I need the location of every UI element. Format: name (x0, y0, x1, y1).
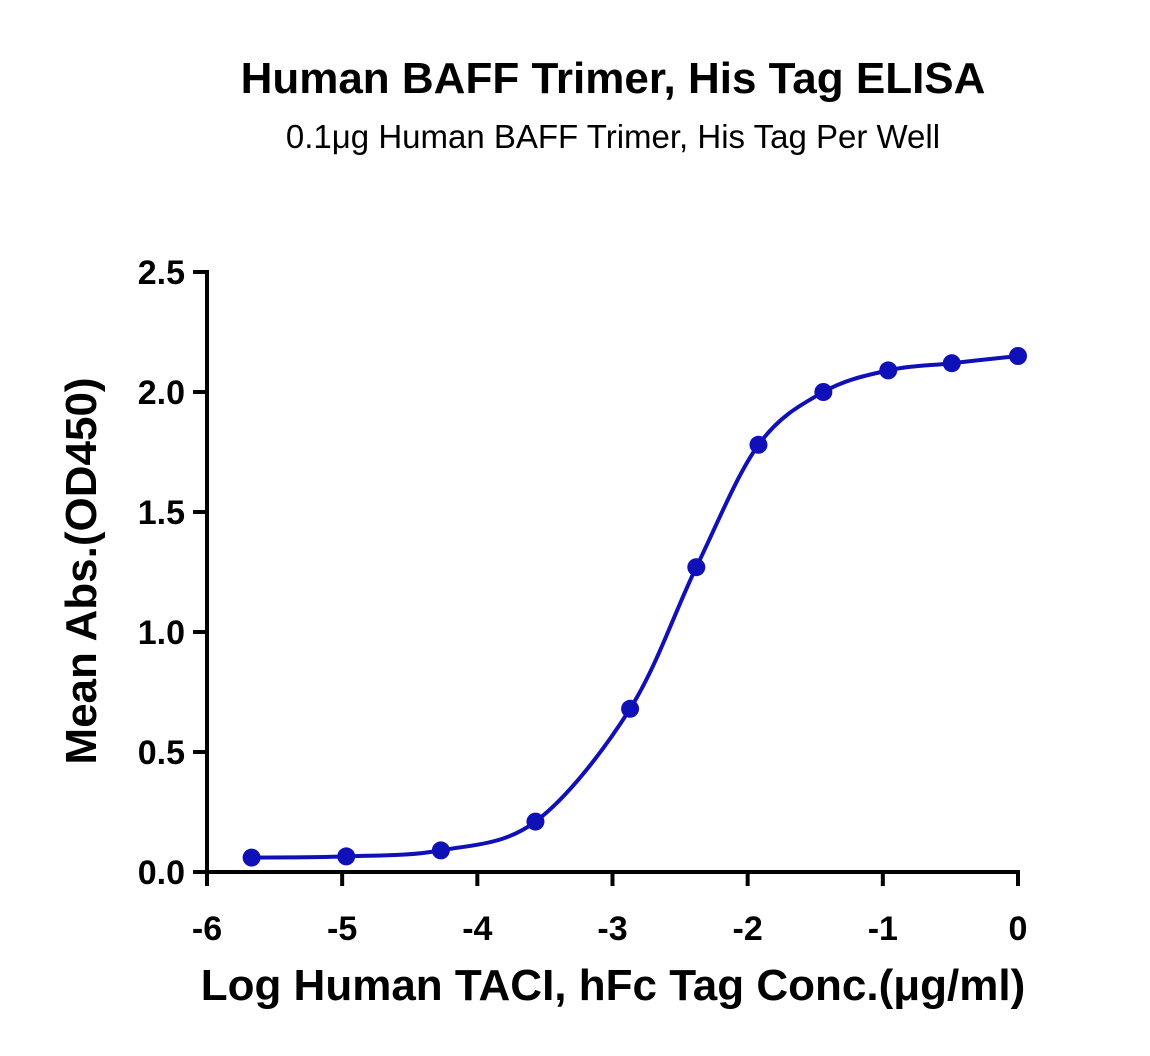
data-point (942, 354, 961, 373)
x-tick-label: -3 (597, 910, 627, 948)
chart-title: Human BAFF Trimer, His Tag ELISA (241, 54, 986, 103)
data-point (749, 435, 768, 454)
y-tick-label: 0.0 (138, 854, 185, 892)
x-ticks: -6 -5 -4 -3 -2 -1 0 (192, 872, 1028, 948)
y-axis-title: Mean Abs.(OD450) (57, 377, 106, 764)
x-axis-title: Log Human TACI, hFc Tag Conc.(μg/ml) (201, 961, 1026, 1010)
x-tick-label: -4 (462, 910, 492, 948)
y-tick-label: 2.0 (138, 374, 185, 412)
x-tick-label: -2 (733, 910, 763, 948)
data-point (242, 848, 261, 867)
y-tick-label: 1.5 (138, 494, 185, 532)
chart-subtitle: 0.1μg Human BAFF Trimer, His Tag Per Wel… (286, 118, 940, 155)
y-tick-label: 0.5 (138, 734, 185, 772)
y-ticks: 0.0 0.5 1.0 1.5 2.0 2.5 (138, 254, 207, 892)
data-point (687, 558, 706, 577)
x-tick-label: 0 (1009, 910, 1028, 948)
data-point (621, 699, 640, 718)
data-point (526, 812, 545, 831)
x-tick-label: -1 (868, 910, 898, 948)
data-point (879, 361, 898, 380)
data-point (337, 847, 356, 866)
x-tick-label: -5 (327, 910, 357, 948)
y-tick-label: 2.5 (138, 254, 185, 292)
data-points (242, 347, 1027, 867)
x-tick-label: -6 (192, 910, 222, 948)
data-point (1009, 347, 1027, 365)
y-tick-label: 1.0 (138, 614, 185, 652)
data-point (431, 841, 450, 860)
fit-curve (251, 354, 1019, 860)
data-point (814, 383, 833, 401)
plot-area: 0.0 0.5 1.0 1.5 2.0 2.5 -6 -5 -4 -3 -2 -1 0 (138, 254, 1028, 948)
